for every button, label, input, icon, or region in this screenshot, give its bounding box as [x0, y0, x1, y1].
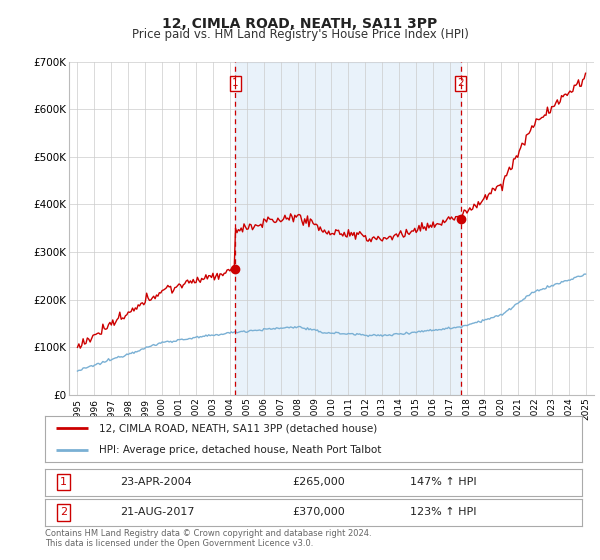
Text: 12, CIMLA ROAD, NEATH, SA11 3PP: 12, CIMLA ROAD, NEATH, SA11 3PP — [163, 17, 437, 31]
Text: HPI: Average price, detached house, Neath Port Talbot: HPI: Average price, detached house, Neat… — [98, 445, 381, 455]
Text: Price paid vs. HM Land Registry's House Price Index (HPI): Price paid vs. HM Land Registry's House … — [131, 28, 469, 41]
Text: 147% ↑ HPI: 147% ↑ HPI — [410, 477, 477, 487]
Text: 2: 2 — [458, 78, 464, 88]
Text: 1: 1 — [60, 477, 67, 487]
Text: 1: 1 — [232, 78, 238, 88]
Text: 2: 2 — [59, 507, 67, 517]
Text: £265,000: £265,000 — [292, 477, 345, 487]
Text: 23-APR-2004: 23-APR-2004 — [120, 477, 192, 487]
Bar — [235, 62, 461, 395]
Text: 12, CIMLA ROAD, NEATH, SA11 3PP (detached house): 12, CIMLA ROAD, NEATH, SA11 3PP (detache… — [98, 423, 377, 433]
Text: Contains HM Land Registry data © Crown copyright and database right 2024.
This d: Contains HM Land Registry data © Crown c… — [45, 529, 371, 548]
Text: 21-AUG-2017: 21-AUG-2017 — [120, 507, 194, 517]
Text: 123% ↑ HPI: 123% ↑ HPI — [410, 507, 476, 517]
Text: £370,000: £370,000 — [292, 507, 345, 517]
